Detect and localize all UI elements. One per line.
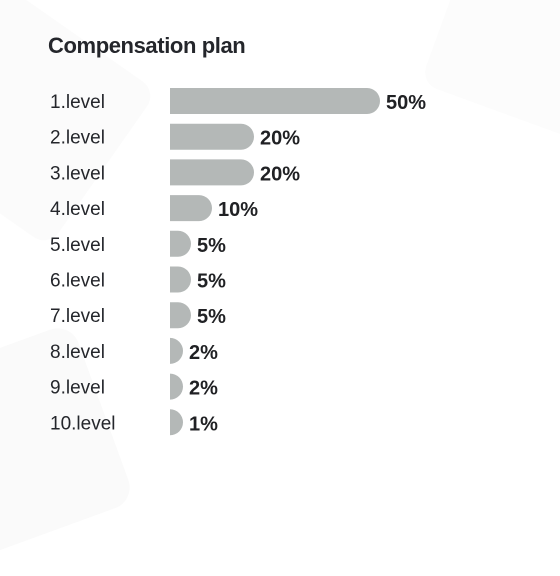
bar-chart: 1.level 50% 2.level 20% 3.level 20% 4.level 10%… xyxy=(50,88,426,436)
category-label: 7.level xyxy=(50,306,105,327)
value-label: 50% xyxy=(386,92,426,114)
value-label: 1% xyxy=(189,413,218,435)
category-label: 5.level xyxy=(50,235,105,256)
bar xyxy=(170,195,213,222)
bar xyxy=(170,159,254,186)
value-label: 20% xyxy=(260,163,300,185)
bar xyxy=(170,302,192,329)
value-label: 5% xyxy=(197,271,226,293)
value-label: 2% xyxy=(189,342,218,364)
chart-title: Compensation plan xyxy=(48,33,246,58)
bar xyxy=(170,230,191,257)
value-label: 2% xyxy=(189,378,218,400)
category-label: 4.level xyxy=(50,199,105,220)
value-label: 5% xyxy=(197,306,226,328)
bar xyxy=(170,88,380,114)
chart-panel: Compensation plan 1.level 50% 2.level 20% 3.… xyxy=(48,33,426,436)
bar xyxy=(170,409,183,436)
category-label: 1.level xyxy=(50,92,105,113)
category-label: 6.level xyxy=(50,271,105,292)
bar xyxy=(170,123,254,150)
bar xyxy=(170,337,183,364)
category-label: 3.level xyxy=(50,163,105,184)
bar xyxy=(170,266,192,293)
category-label: 10.level xyxy=(50,413,116,434)
category-label: 2.level xyxy=(50,128,105,149)
value-label: 20% xyxy=(260,128,300,150)
category-label: 8.level xyxy=(50,342,105,363)
value-label: 5% xyxy=(197,235,226,257)
bar xyxy=(170,373,183,400)
value-label: 10% xyxy=(218,199,258,221)
category-label: 9.level xyxy=(50,378,105,399)
